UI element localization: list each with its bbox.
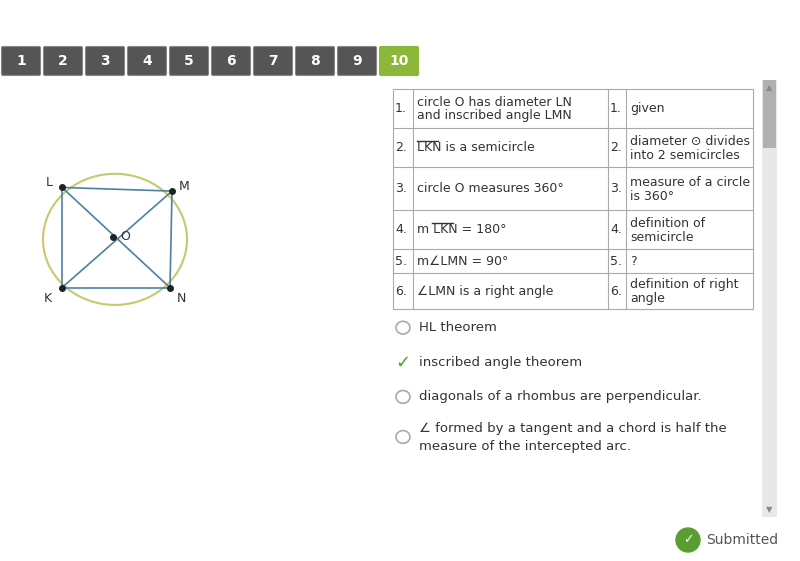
Text: 100%: 100% <box>8 6 94 34</box>
Text: 2: 2 <box>58 54 68 68</box>
Text: ∠LMN is a right angle: ∠LMN is a right angle <box>417 285 554 298</box>
Text: semicircle: semicircle <box>630 231 694 243</box>
Text: measure of a circle: measure of a circle <box>630 176 750 189</box>
FancyBboxPatch shape <box>211 47 250 76</box>
Text: K: K <box>44 292 52 305</box>
Text: 2.: 2. <box>395 141 407 154</box>
Text: 4.: 4. <box>610 223 622 236</box>
Text: 6.: 6. <box>395 285 407 298</box>
Text: into 2 semicircles: into 2 semicircles <box>630 149 740 162</box>
Text: diagonals of a rhombus are perpendicular.: diagonals of a rhombus are perpendicular… <box>419 390 702 403</box>
Text: inscribed angle theorem: inscribed angle theorem <box>419 356 582 369</box>
Text: measure of the intercepted arc.: measure of the intercepted arc. <box>419 440 631 453</box>
Text: ?: ? <box>630 255 637 268</box>
FancyBboxPatch shape <box>43 47 82 76</box>
Text: diameter ⊙ divides: diameter ⊙ divides <box>630 135 750 148</box>
FancyBboxPatch shape <box>254 47 293 76</box>
FancyBboxPatch shape <box>295 47 334 76</box>
Text: 6.: 6. <box>610 285 622 298</box>
Text: HL theorem: HL theorem <box>419 321 497 334</box>
Text: LKN is a semicircle: LKN is a semicircle <box>417 141 534 154</box>
Text: circle O has diameter LN: circle O has diameter LN <box>417 96 572 109</box>
Text: 4: 4 <box>142 54 152 68</box>
Text: definition of: definition of <box>630 217 705 230</box>
FancyBboxPatch shape <box>127 47 166 76</box>
FancyBboxPatch shape <box>2 47 41 76</box>
Text: and inscribed angle LMN: and inscribed angle LMN <box>417 109 572 122</box>
Text: definition of right: definition of right <box>630 278 738 291</box>
Text: 1.: 1. <box>610 102 622 115</box>
Text: Submitted: Submitted <box>706 533 778 547</box>
FancyBboxPatch shape <box>86 47 125 76</box>
Text: L: L <box>46 176 53 190</box>
Text: 7: 7 <box>268 54 278 68</box>
Text: ✓: ✓ <box>682 534 694 546</box>
Text: 9: 9 <box>352 54 362 68</box>
Text: Attempt 1: Attempt 1 <box>72 12 158 27</box>
Bar <box>762 80 777 517</box>
Text: ▲: ▲ <box>766 83 773 92</box>
FancyBboxPatch shape <box>379 47 418 76</box>
Text: N: N <box>177 292 186 305</box>
Text: circle O measures 360°: circle O measures 360° <box>417 182 564 195</box>
Text: ✓: ✓ <box>395 353 410 371</box>
Bar <box>763 80 776 148</box>
Text: angle: angle <box>630 292 665 305</box>
Circle shape <box>676 528 700 552</box>
Text: 4.: 4. <box>395 223 407 236</box>
FancyBboxPatch shape <box>338 47 377 76</box>
Text: 10: 10 <box>390 54 409 68</box>
Text: 8: 8 <box>310 54 320 68</box>
Text: 3.: 3. <box>395 182 407 195</box>
Text: ▼: ▼ <box>766 505 773 514</box>
Text: 5.: 5. <box>610 255 622 268</box>
Text: 5: 5 <box>184 54 194 68</box>
Text: O: O <box>120 230 130 243</box>
Bar <box>393 89 753 310</box>
Text: m LKN = 180°: m LKN = 180° <box>417 223 506 236</box>
Text: M: M <box>179 180 190 193</box>
Text: 3.: 3. <box>610 182 622 195</box>
Text: 6: 6 <box>226 54 236 68</box>
Text: is 360°: is 360° <box>630 190 674 203</box>
FancyBboxPatch shape <box>170 47 209 76</box>
Text: given: given <box>630 102 665 115</box>
Text: 1.: 1. <box>395 102 407 115</box>
Text: m∠LMN = 90°: m∠LMN = 90° <box>417 255 508 268</box>
Text: 2.: 2. <box>610 141 622 154</box>
Text: 1: 1 <box>16 54 26 68</box>
Text: 5.: 5. <box>395 255 407 268</box>
Text: ∠ formed by a tangent and a chord is half the: ∠ formed by a tangent and a chord is hal… <box>419 422 726 435</box>
Text: 3: 3 <box>100 54 110 68</box>
